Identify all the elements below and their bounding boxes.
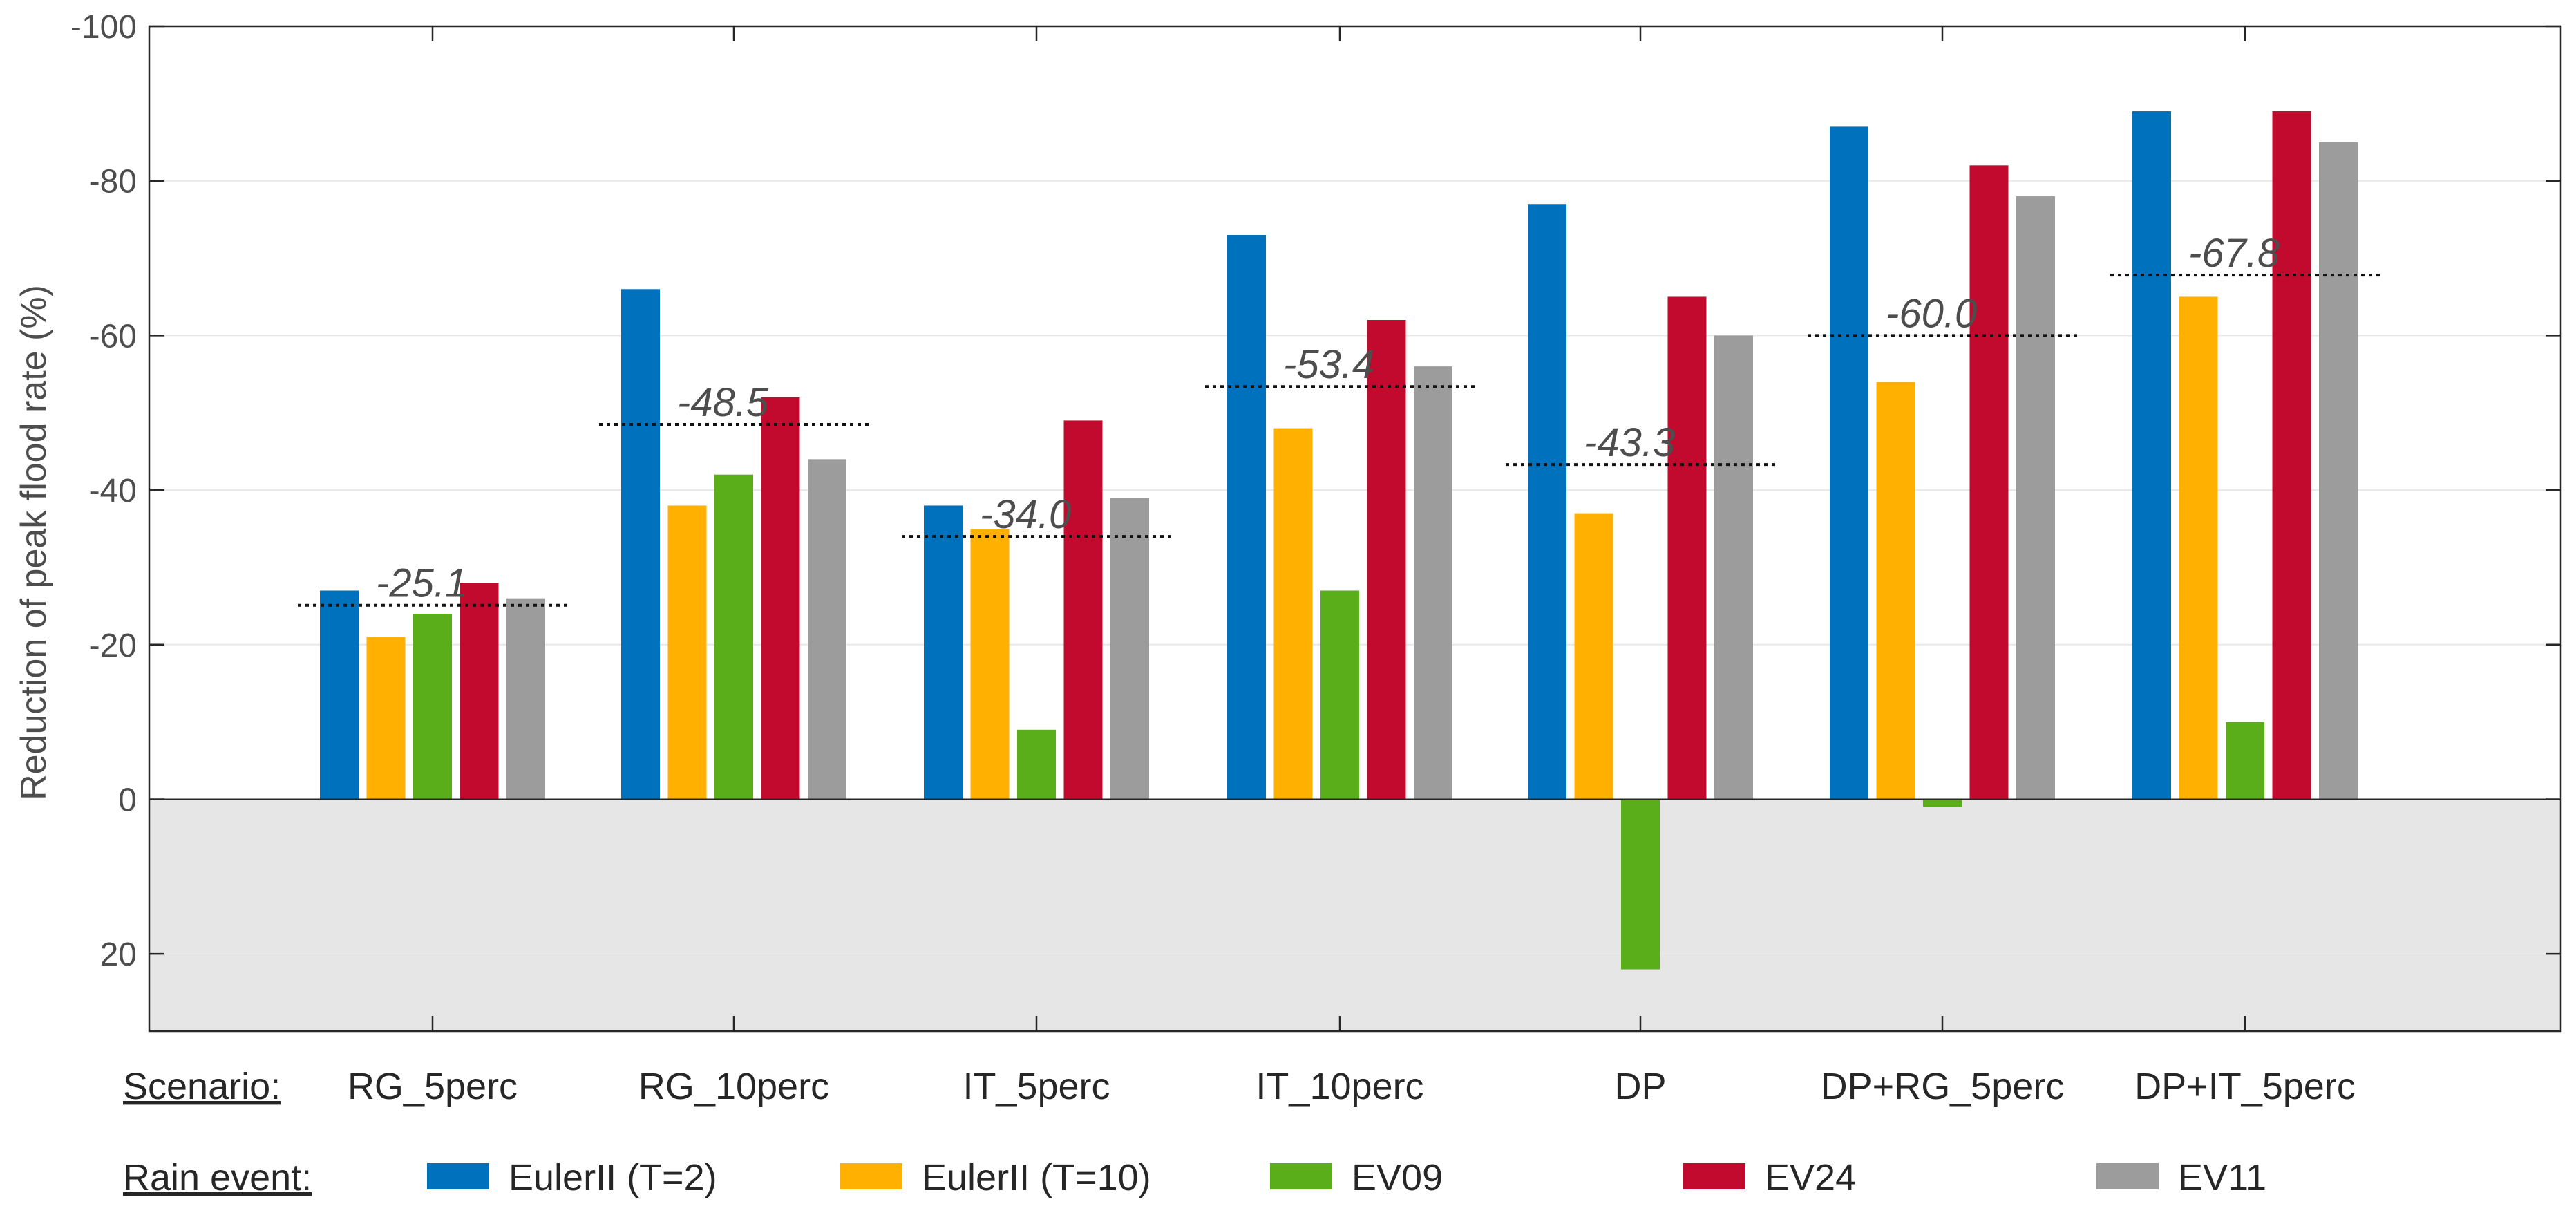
- average-label-2: -34.0: [980, 492, 1071, 537]
- bar-eulerii-t-10--rg-5perc: [366, 637, 406, 800]
- average-layer: -25.1 -48.5 -34.0 -53.4 -43.3 -60.0 -67.8: [298, 231, 2380, 607]
- bar-ev09-it-5perc: [1017, 729, 1056, 800]
- average-label-3: -53.4: [1283, 342, 1374, 387]
- bar-ev09-it-10perc: [1320, 590, 1359, 800]
- average-label-5: -60.0: [1886, 291, 1977, 336]
- bar-eulerii-t-2--dp-rg-5perc: [1830, 126, 1868, 800]
- bar-ev11-it-10perc: [1414, 366, 1452, 800]
- average-label-6: -67.8: [2188, 231, 2280, 276]
- bar-ev11-dp: [1714, 335, 1753, 800]
- category-label-6: DP+IT_5perc: [2134, 1066, 2356, 1107]
- bar-ev24-it-10perc: [1367, 320, 1406, 800]
- axis-layer: -100 -80 -60 -40 -20 0 20 Reduction of peak flo…: [14, 9, 2562, 1033]
- shaded-region: [149, 799, 2561, 1031]
- bar-ev09-rg-10perc: [714, 474, 753, 800]
- bar-eulerii-t-10--it-10perc: [1273, 428, 1313, 800]
- legend-swatch-2: [1270, 1163, 1332, 1189]
- bar-eulerii-t-10--dp-rg-5perc: [1876, 382, 1915, 800]
- category-label-4: DP: [1614, 1066, 1666, 1107]
- average-label-4: -43.3: [1584, 420, 1675, 465]
- bar-ev11-dp-it-5perc: [2319, 142, 2358, 800]
- label-layer: Scenario: RG_5perc RG_10perc IT_5perc IT_10p…: [123, 1066, 2356, 1107]
- legend: Rain event: EulerII (T=2) EulerII (T=10) EV…: [123, 1157, 2266, 1198]
- y-tick-label-1: -80: [89, 164, 137, 200]
- bar-eulerii-t-2--it-10perc: [1227, 234, 1266, 800]
- category-label-2: IT_5perc: [963, 1066, 1110, 1107]
- y-tick-label-2: -60: [89, 318, 137, 355]
- bar-eulerii-t-10--it-5perc: [970, 529, 1010, 800]
- legend-swatch-0: [427, 1163, 489, 1189]
- legend-label-0: EulerII (T=2): [509, 1157, 717, 1198]
- legend-swatch-4: [2096, 1163, 2159, 1189]
- category-label-5: DP+RG_5perc: [1821, 1066, 2065, 1107]
- bar-ev09-rg-5perc: [413, 614, 452, 800]
- bar-layer: [320, 111, 2358, 970]
- plot-frame: [148, 25, 2562, 1033]
- legend-label-2: EV09: [1352, 1157, 1443, 1198]
- bar-eulerii-t-2--dp-it-5perc: [2132, 111, 2171, 800]
- bar-ev09-dp: [1621, 799, 1660, 970]
- average-label-1: -48.5: [677, 380, 769, 425]
- bar-ev24-rg-5perc: [460, 583, 499, 800]
- category-label-0: RG_5perc: [348, 1066, 518, 1107]
- average-label-0: -25.1: [376, 561, 467, 606]
- category-label-3: IT_10perc: [1256, 1066, 1423, 1107]
- bar-ev11-rg-5perc: [506, 598, 545, 800]
- legend-label-3: EV24: [1765, 1157, 1856, 1198]
- bar-ev24-dp: [1667, 296, 1707, 800]
- category-label-1: RG_10perc: [638, 1066, 829, 1107]
- bar-eulerii-t-10--rg-10perc: [667, 505, 707, 800]
- bar-ev24-rg-10perc: [761, 397, 800, 800]
- bar-eulerii-t-2--rg-10perc: [621, 289, 660, 800]
- legend-label-4: EV11: [2178, 1157, 2266, 1198]
- legend-label-1: EulerII (T=10): [922, 1157, 1151, 1198]
- bar-ev09-dp-rg-5perc: [1923, 799, 1962, 807]
- y-tick-label-4: -20: [89, 628, 137, 664]
- rain-event-row-label: Rain event:: [123, 1157, 312, 1198]
- bar-ev24-dp-it-5perc: [2272, 111, 2311, 800]
- y-tick-label-0: -100: [70, 9, 137, 46]
- legend-swatch-1: [840, 1163, 902, 1189]
- bar-ev11-rg-10perc: [808, 459, 846, 800]
- y-axis-title: Reduction of peak flood rate (%): [14, 285, 54, 800]
- bar-eulerii-t-2--it-5perc: [924, 505, 963, 800]
- bar-eulerii-t-10--dp-it-5perc: [2179, 296, 2218, 800]
- shaded-region-layer: [149, 799, 2561, 1031]
- bar-ev11-it-5perc: [1110, 498, 1149, 800]
- bar-eulerii-t-2--dp: [1528, 204, 1566, 800]
- scenario-row-label: Scenario:: [123, 1066, 281, 1107]
- legend-swatch-3: [1683, 1163, 1745, 1189]
- bar-ev09-dp-it-5perc: [2226, 722, 2264, 800]
- y-tick-label-5: 0: [118, 782, 137, 818]
- bar-ev24-dp-rg-5perc: [1969, 165, 2009, 800]
- bar-ev24-it-5perc: [1063, 420, 1103, 800]
- y-tick-label-3: -40: [89, 473, 137, 509]
- y-tick-label-6: 20: [100, 936, 137, 973]
- bar-ev11-dp-rg-5perc: [2016, 196, 2055, 800]
- bar-eulerii-t-10--dp: [1574, 513, 1613, 800]
- bar-eulerii-t-2--rg-5perc: [320, 590, 359, 800]
